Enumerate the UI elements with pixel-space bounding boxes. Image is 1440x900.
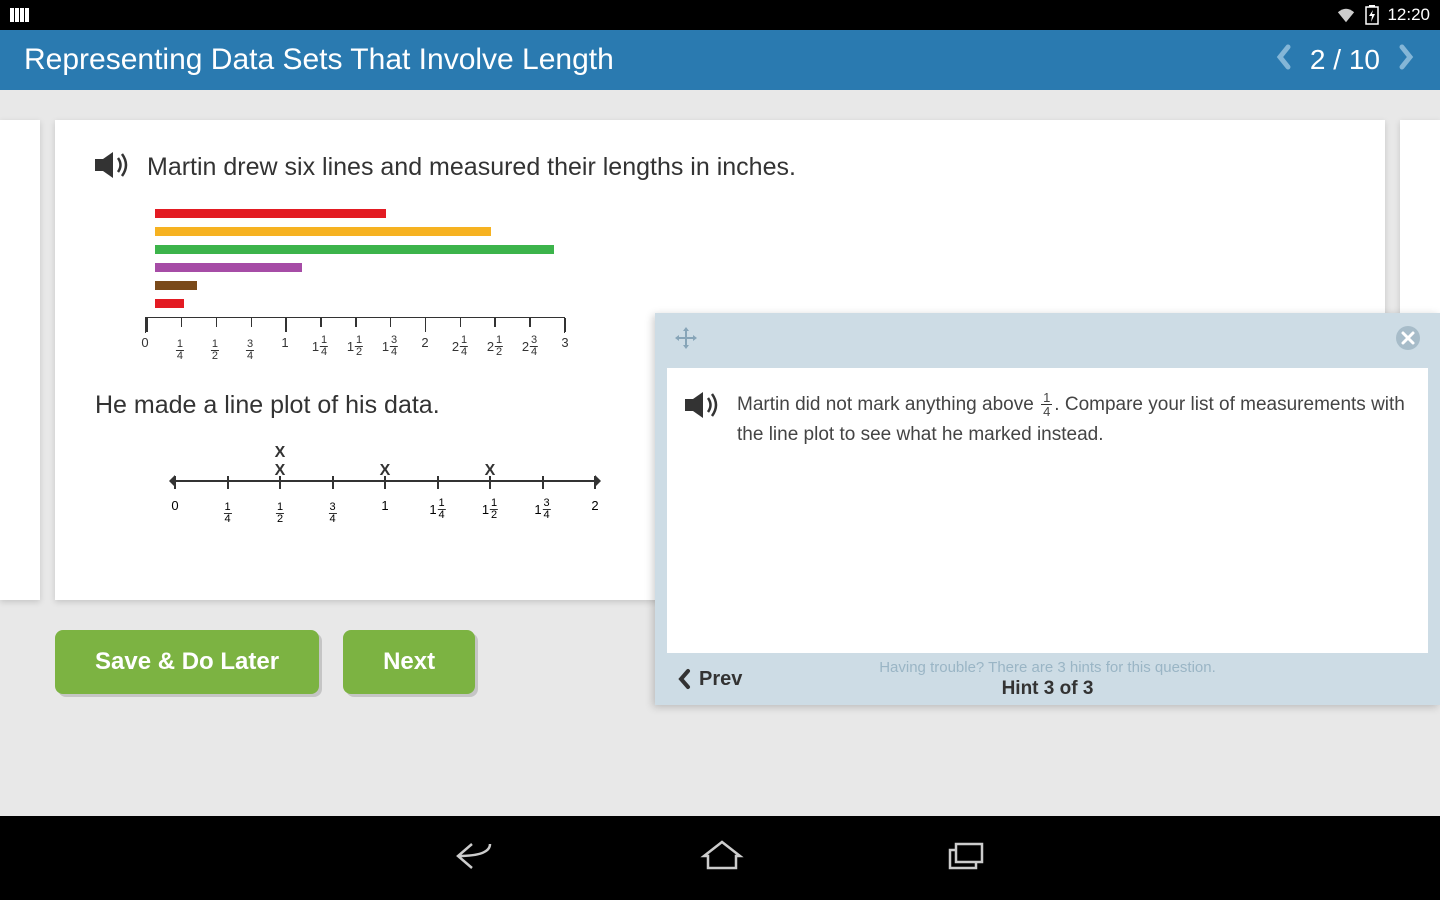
hint-body: Martin did not mark anything above 14. C… (667, 368, 1428, 653)
hint-trouble-text: Having trouble? There are 3 hints for th… (879, 659, 1216, 676)
question-row: Martin drew six lines and measured their… (95, 150, 1345, 185)
move-icon[interactable] (673, 325, 699, 356)
header-nav: 2 / 10 (1274, 43, 1416, 78)
status-left (10, 6, 30, 24)
recent-apps-icon[interactable] (944, 838, 988, 879)
app-container: Representing Data Sets That Involve Leng… (0, 30, 1440, 816)
measurement-bar (155, 209, 386, 218)
save-do-later-button[interactable]: Save & Do Later (55, 630, 319, 694)
home-icon[interactable] (700, 838, 744, 879)
android-nav-bar (0, 816, 1440, 900)
measurement-bar (155, 263, 302, 272)
question-text: Martin drew six lines and measured their… (147, 153, 796, 182)
lesson-header: Representing Data Sets That Involve Leng… (0, 30, 1440, 90)
signal-bars-icon (10, 6, 30, 24)
hint-footer: Prev Having trouble? There are 3 hints f… (655, 653, 1440, 705)
wifi-icon (1335, 6, 1357, 24)
next-button[interactable]: Next (343, 630, 475, 694)
measurement-bar (155, 227, 491, 236)
line-plot: XXXX 014123411141121342 (175, 440, 595, 520)
battery-icon (1365, 5, 1379, 25)
speaker-icon[interactable] (95, 150, 131, 185)
hint-prev-button[interactable]: Prev (677, 668, 742, 691)
android-status-bar: 12:20 (0, 0, 1440, 30)
measurement-bars (155, 209, 1345, 308)
prev-card-peek[interactable] (0, 120, 40, 600)
measurement-bar (155, 281, 197, 290)
next-question-button[interactable] (1398, 43, 1416, 78)
hint-text: Martin did not mark anything above 14. C… (737, 390, 1410, 631)
measurement-bar (155, 245, 554, 254)
hint-panel: Martin did not mark anything above 14. C… (655, 313, 1440, 705)
status-right: 12:20 (1335, 5, 1430, 25)
hint-header (655, 313, 1440, 368)
content-area: Martin drew six lines and measured their… (0, 90, 1440, 816)
lesson-title: Representing Data Sets That Involve Leng… (24, 43, 1274, 77)
prev-question-button[interactable] (1274, 43, 1292, 78)
hint-center: Having trouble? There are 3 hints for th… (879, 659, 1216, 700)
measurement-bar (155, 299, 184, 308)
back-icon[interactable] (452, 838, 500, 879)
status-time: 12:20 (1387, 5, 1430, 25)
hint-speaker-icon[interactable] (685, 390, 721, 631)
close-icon[interactable] (1394, 324, 1422, 357)
question-progress: 2 / 10 (1310, 44, 1380, 76)
hint-count-text: Hint 3 of 3 (879, 678, 1216, 700)
